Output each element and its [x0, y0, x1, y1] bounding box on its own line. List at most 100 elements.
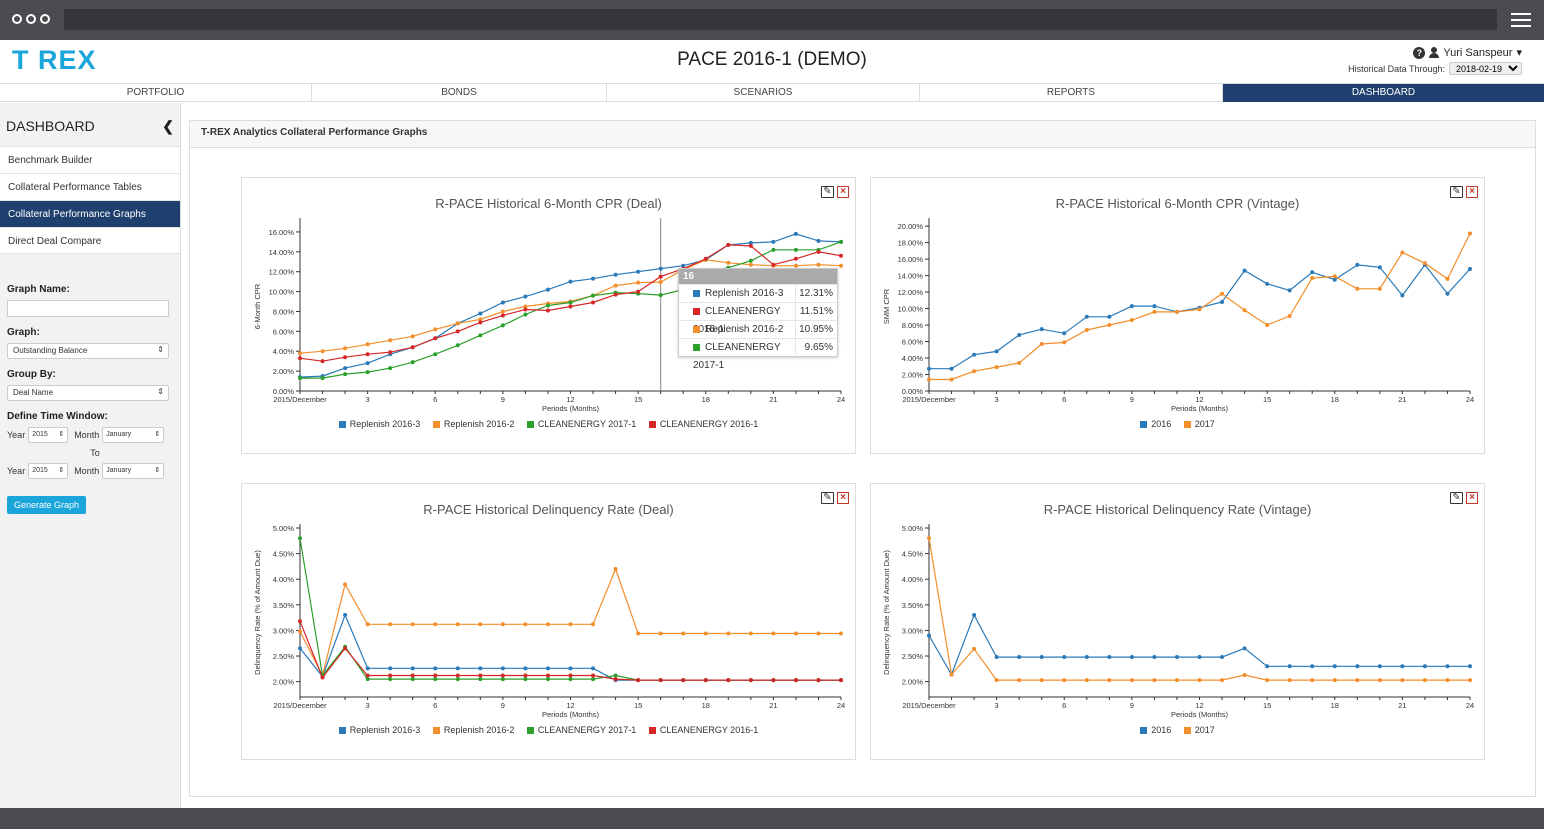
group-by-select[interactable]: Deal Name ⇕	[7, 385, 169, 401]
graph-select[interactable]: Outstanding Balance ⇕	[7, 343, 169, 359]
tooltip-row: CLEANENERGY 2016-1 11.51%	[679, 302, 837, 335]
edit-icon[interactable]: ✎	[821, 186, 834, 198]
x-tick-label: 6	[433, 395, 437, 404]
tooltip-series-name: Replenish 2016-2	[705, 323, 784, 335]
edit-icon[interactable]: ✎	[1450, 186, 1463, 198]
data-point	[320, 359, 325, 364]
tab-scenarios[interactable]: SCENARIOS	[607, 84, 920, 102]
month-from-select[interactable]: January ⇕	[102, 427, 165, 443]
tab-dashboard[interactable]: DASHBOARD	[1223, 84, 1544, 102]
tooltip-period: 16	[679, 269, 837, 284]
chevron-left-icon[interactable]: ❮	[162, 118, 174, 134]
data-point	[545, 673, 550, 678]
y-tick-label: 16.00%	[898, 255, 924, 264]
tooltip-row: Replenish 2016-2 10.95%	[679, 320, 837, 339]
x-tick-label: 18	[702, 395, 710, 404]
data-point	[1468, 664, 1472, 669]
data-point	[478, 320, 483, 325]
logo[interactable]: T REX	[12, 45, 97, 75]
data-point	[410, 673, 415, 678]
sidebar: DASHBOARD ❮ Benchmark Builder Collateral…	[0, 103, 181, 808]
data-point	[816, 262, 821, 267]
sidebar-item-benchmark-builder[interactable]: Benchmark Builder	[0, 146, 180, 173]
data-point	[1400, 678, 1405, 683]
legend-item[interactable]: 2017	[1183, 419, 1215, 429]
help-icon[interactable]: ?	[1413, 46, 1426, 59]
window-dot-icon[interactable]	[40, 14, 50, 24]
legend-item[interactable]: Replenish 2016-3	[338, 419, 420, 429]
y-tick-label: 2.00%	[902, 678, 924, 687]
data-point	[320, 376, 325, 381]
window-dot-icon[interactable]	[12, 14, 22, 24]
address-bar[interactable]	[64, 9, 1497, 30]
close-icon[interactable]: ×	[837, 492, 849, 504]
menu-icon[interactable]	[1511, 13, 1531, 27]
year-label: Year	[7, 430, 26, 440]
data-point	[388, 666, 393, 671]
x-tick-label: 9	[1130, 395, 1134, 404]
tab-portfolio[interactable]: PORTFOLIO	[0, 84, 312, 102]
data-point	[636, 289, 641, 294]
caret-down-icon[interactable]: ▾	[1516, 47, 1522, 59]
window-dot-icon[interactable]	[26, 14, 36, 24]
close-icon[interactable]: ×	[1466, 186, 1478, 198]
sidebar-item-direct-deal-compare[interactable]: Direct Deal Compare	[0, 227, 180, 254]
user-name[interactable]: Yuri Sanspeur	[1443, 46, 1513, 59]
data-point	[1129, 678, 1134, 683]
series-line	[928, 613, 1470, 676]
year-from-select[interactable]: 2015 ⇕	[28, 427, 69, 443]
legend-label: 2016	[1151, 419, 1172, 429]
close-icon[interactable]: ×	[1466, 492, 1478, 504]
user-menu[interactable]: ? Yuri Sanspeur ▾	[1413, 46, 1522, 59]
legend-item[interactable]: CLEANENERGY 2016-1	[648, 419, 758, 429]
close-icon[interactable]: ×	[837, 186, 849, 198]
generate-graph-button[interactable]: Generate Graph	[7, 496, 87, 514]
chart-legend: 2016 2017	[871, 419, 1484, 429]
edit-icon[interactable]: ✎	[821, 492, 834, 504]
tab-reports[interactable]: REPORTS	[920, 84, 1223, 102]
legend-item[interactable]: Replenish 2016-2	[432, 725, 514, 735]
data-point	[1355, 664, 1360, 669]
data-point	[500, 677, 505, 682]
data-point	[726, 678, 731, 683]
data-point	[343, 582, 348, 587]
sidebar-item-collateral-performance-tables[interactable]: Collateral Performance Tables	[0, 173, 180, 200]
data-point	[1445, 678, 1450, 683]
legend-item[interactable]: Replenish 2016-2	[432, 419, 514, 429]
data-point	[636, 280, 641, 285]
data-point	[1468, 266, 1472, 271]
x-tick-label: 12	[566, 701, 574, 710]
data-point	[388, 673, 393, 678]
x-tick-label: 3	[366, 395, 370, 404]
hist-date-select[interactable]: 2018-02-19	[1449, 62, 1522, 75]
month-to-select[interactable]: January ⇕	[102, 463, 165, 479]
y-tick-label: 18.00%	[898, 239, 924, 248]
data-point	[1287, 288, 1292, 293]
select-arrows-icon: ⇕	[157, 345, 164, 354]
data-point	[1062, 340, 1067, 345]
legend-item[interactable]: Replenish 2016-3	[338, 725, 420, 735]
legend-item[interactable]: CLEANENERGY 2017-1	[526, 419, 636, 429]
graph-name-input[interactable]	[7, 300, 169, 317]
year-to-select[interactable]: 2015 ⇕	[28, 463, 69, 479]
x-tick-label: 6	[433, 701, 437, 710]
group-by-select-value: Deal Name	[13, 388, 54, 397]
data-point	[927, 536, 931, 541]
y-tick-label: 14.00%	[898, 272, 924, 281]
footer-bar	[0, 808, 1544, 829]
legend-item[interactable]: CLEANENERGY 2016-1	[648, 725, 758, 735]
legend-item[interactable]: 2016	[1140, 419, 1171, 429]
data-point	[568, 677, 573, 682]
data-point	[1129, 318, 1134, 323]
data-point	[500, 300, 505, 305]
data-point	[523, 312, 528, 317]
y-tick-label: 5.00%	[902, 524, 924, 533]
sidebar-item-collateral-performance-graphs[interactable]: Collateral Performance Graphs	[0, 200, 180, 227]
edit-icon[interactable]: ✎	[1450, 492, 1463, 504]
legend-item[interactable]: CLEANENERGY 2017-1	[526, 725, 636, 735]
tab-bonds[interactable]: BONDS	[312, 84, 607, 102]
legend-item[interactable]: 2017	[1183, 725, 1215, 735]
window-controls[interactable]	[12, 14, 50, 24]
legend-item[interactable]: 2016	[1140, 725, 1171, 735]
data-point	[1265, 664, 1270, 669]
